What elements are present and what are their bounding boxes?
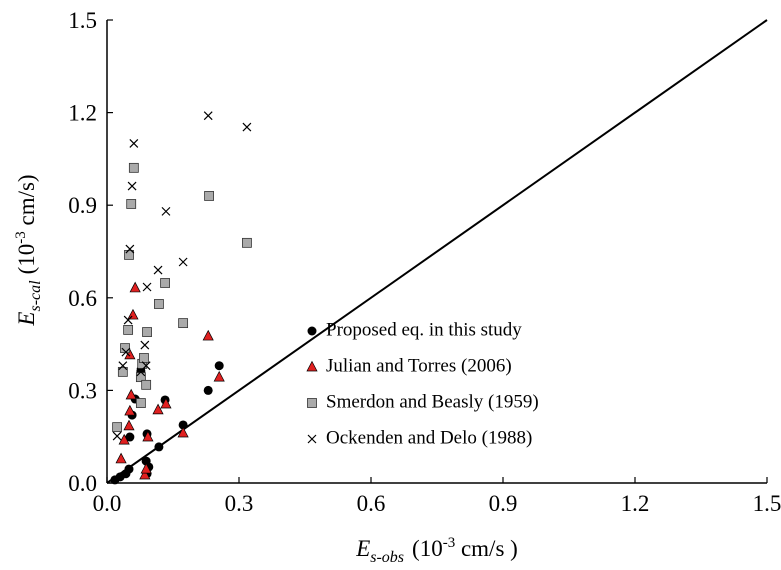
legend-label: Proposed eq. in this study — [326, 319, 522, 340]
point — [125, 244, 135, 254]
point — [112, 431, 122, 441]
x-tick-label: 1.5 — [753, 491, 781, 516]
point — [213, 370, 225, 382]
y-tick-label: 0.0 — [68, 471, 97, 496]
point — [141, 379, 152, 390]
point — [128, 162, 139, 173]
legend-marker — [307, 398, 317, 408]
y-label-unit: (10 — [14, 244, 39, 275]
y-tick-label: 1.2 — [68, 101, 97, 126]
legend-label: Julian and Torres (2006) — [326, 355, 512, 376]
identity-line — [106, 19, 768, 484]
point — [123, 419, 135, 431]
point — [117, 366, 128, 377]
point — [160, 278, 170, 288]
x-tick-label: 0.3 — [225, 491, 254, 516]
point — [129, 139, 139, 148]
point — [202, 329, 214, 341]
point — [124, 464, 134, 474]
y-tick-label: 0.6 — [68, 286, 97, 311]
point — [177, 426, 189, 438]
point — [123, 315, 133, 325]
point — [135, 398, 146, 408]
point — [242, 122, 252, 132]
point — [139, 468, 151, 480]
legend: Proposed eq. in this study Julian and Tor… — [306, 319, 539, 448]
x-tick-label: 0.9 — [489, 491, 518, 516]
y-label-superscript: -3 — [13, 231, 29, 244]
point — [118, 361, 128, 371]
point — [127, 181, 137, 191]
point — [124, 404, 136, 416]
point — [139, 353, 149, 363]
x-axis-label: Es-obs (10-3 cm/s ) — [355, 535, 518, 566]
x-label-unit: (10 — [412, 536, 443, 561]
legend-label: Ockenden and Delo (1988) — [326, 427, 532, 448]
point — [125, 432, 135, 442]
point — [203, 111, 213, 121]
point — [154, 442, 164, 452]
point — [129, 281, 141, 293]
x-tick-label: 0.6 — [357, 491, 386, 516]
x-label-unit-end: cm/s ) — [455, 536, 518, 561]
point — [161, 206, 171, 216]
point — [204, 191, 214, 201]
point — [121, 347, 131, 357]
y-label-subscript: s-cal — [27, 280, 44, 312]
point — [178, 257, 188, 267]
point — [203, 385, 213, 395]
point — [153, 265, 163, 275]
point — [112, 422, 123, 433]
point — [127, 308, 139, 320]
x-label-subscript: s-obs — [370, 549, 404, 566]
y-label-symbol: E — [14, 312, 39, 327]
point — [118, 433, 130, 445]
x-label-symbol: E — [355, 536, 370, 561]
point — [142, 282, 152, 292]
point — [160, 397, 172, 409]
point — [140, 462, 152, 474]
point — [178, 420, 188, 430]
x-tick-label: 0.0 — [93, 491, 122, 516]
point — [123, 325, 134, 335]
legend-marker — [307, 434, 317, 444]
y-tick-label: 1.5 — [68, 8, 97, 33]
point — [125, 388, 137, 400]
point — [178, 318, 189, 329]
point — [115, 452, 127, 464]
point — [140, 340, 150, 350]
point — [154, 299, 164, 309]
legend-marker — [307, 326, 317, 336]
y-tick-label: 0.9 — [68, 193, 97, 218]
point — [214, 361, 224, 371]
legend-marker — [306, 360, 318, 372]
x-label-superscript: -3 — [443, 535, 456, 551]
y-label-unit-end: cm/s) — [14, 174, 39, 231]
point — [136, 367, 146, 377]
point — [142, 327, 152, 337]
legend-label: Smerdon and Beasly (1959) — [326, 391, 539, 412]
y-axis-label: Es-cal (10-3 cm/s) — [13, 174, 44, 326]
point — [126, 199, 137, 209]
point — [142, 430, 154, 442]
x-tick-label: 1.2 — [621, 491, 650, 516]
y-tick-label: 0.3 — [68, 378, 97, 403]
point — [141, 361, 151, 371]
point — [152, 403, 164, 415]
point — [242, 237, 252, 248]
